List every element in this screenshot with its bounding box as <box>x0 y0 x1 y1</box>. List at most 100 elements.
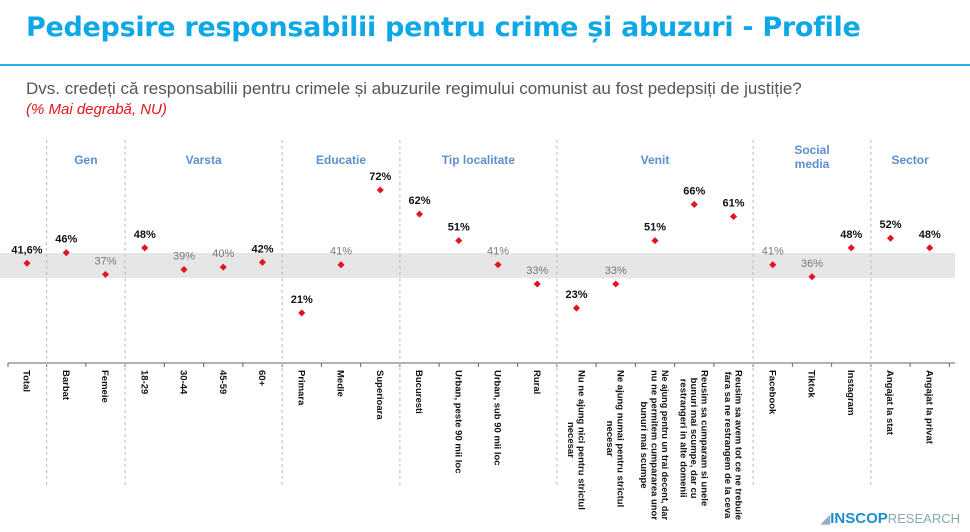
data-point <box>219 263 227 271</box>
data-label: 40% <box>212 248 234 260</box>
category-label: Urban, peste 90 mii loc <box>452 370 463 473</box>
category-label-line: Tiktok <box>806 370 817 399</box>
data-label: 48% <box>134 229 156 241</box>
data-label: 42% <box>251 243 273 255</box>
category-label: Ne ajung pentru un trai decent, darnu ne… <box>638 370 670 520</box>
data-label: 48% <box>840 229 862 241</box>
category-label: Barbat <box>60 370 71 401</box>
data-point <box>298 309 306 317</box>
group-label: Tip localitate <box>442 153 515 167</box>
data-point <box>572 304 581 312</box>
category-label-line: restrangeri in alte domenii <box>677 379 688 498</box>
data-point <box>651 237 659 245</box>
group-label: Educatie <box>316 153 366 167</box>
category-label: Nu ne ajung nici pentru strictulnecesar <box>565 370 587 510</box>
category-label-line: 45-59 <box>217 370 228 394</box>
group-label: Varsta <box>186 153 222 167</box>
category-label: Bucuresti <box>413 370 424 414</box>
category-label-line: 30-44 <box>178 370 189 395</box>
category-label-line: Bucuresti <box>413 370 424 414</box>
category-label-line: Superioara <box>374 370 385 420</box>
category-label-line: 18-29 <box>138 370 149 394</box>
data-label: 33% <box>605 265 627 277</box>
data-label: 72% <box>369 171 391 183</box>
data-label: 36% <box>801 258 823 270</box>
inscop-logo: ◢INSCOPRESEARCH <box>820 510 960 528</box>
category-label-line: Angajat la stat <box>884 370 895 436</box>
data-label: 46% <box>55 234 77 246</box>
data-point <box>258 258 267 266</box>
data-point <box>101 270 110 278</box>
data-point <box>337 261 345 269</box>
data-label: 23% <box>565 289 587 301</box>
category-label: Reusim sa avem tot ce ne trebuiefara sa … <box>722 370 744 520</box>
data-label: 39% <box>173 251 195 263</box>
group-label: Gen <box>74 153 97 167</box>
group-label: Venit <box>641 153 670 167</box>
subtitle: (% Mai degrabă, NU) <box>26 101 167 118</box>
category-label-line: bunuri mai scumpe <box>638 401 649 488</box>
category-label: Angajat la privat <box>923 370 934 445</box>
data-point <box>612 280 620 288</box>
category-label-line: Facebook <box>766 370 777 415</box>
group-label: Social <box>794 143 829 157</box>
category-label-line: Medie <box>335 370 346 397</box>
category-label-line: necesar <box>565 422 576 458</box>
data-point <box>690 200 698 208</box>
category-label: Total <box>21 370 32 392</box>
reference-band <box>0 253 955 278</box>
group-label: media <box>795 157 830 171</box>
data-label: 48% <box>919 229 941 241</box>
data-label: 21% <box>291 294 313 306</box>
category-label: Ne ajung numai pentru strictulnecesar <box>604 370 626 507</box>
data-point <box>533 280 541 288</box>
data-label: 41% <box>762 246 784 258</box>
data-point <box>494 261 502 269</box>
category-label: 45-59 <box>217 370 228 394</box>
data-label: 41,6% <box>11 244 42 256</box>
category-label-line: Primara <box>295 370 306 406</box>
category-label-line: 60+ <box>256 370 267 387</box>
category-label: 18-29 <box>138 370 149 394</box>
category-label: Femeie <box>99 370 110 403</box>
data-label: 41% <box>487 246 509 258</box>
data-label: 51% <box>644 222 666 234</box>
category-label: Facebook <box>766 370 777 415</box>
data-label: 62% <box>408 195 430 207</box>
category-label-line: Reusim sa avem tot ce ne trebuie <box>732 370 743 520</box>
category-label-line: nu ne permitem cumpararea unor <box>649 370 660 520</box>
category-label: Angajat la stat <box>884 370 895 436</box>
data-point <box>376 186 384 194</box>
category-label-line: Total <box>21 370 32 392</box>
data-point <box>886 234 895 242</box>
category-label: Medie <box>335 370 346 397</box>
category-label: Primara <box>295 370 306 406</box>
data-point <box>62 249 70 257</box>
data-point <box>23 259 31 267</box>
title-divider <box>0 64 970 66</box>
category-label-line: Urban, sub 90 mii loc <box>492 370 503 466</box>
data-point <box>415 210 424 218</box>
category-label-line: necesar <box>604 421 615 457</box>
category-label-line: Instagram <box>845 370 856 415</box>
category-label-line: Urban, peste 90 mii loc <box>452 370 463 473</box>
data-point <box>455 237 463 245</box>
category-label-line: Barbat <box>60 370 71 401</box>
category-label-line: Angajat la privat <box>923 370 934 445</box>
data-point <box>729 212 738 221</box>
logo-mark: ◢ <box>820 511 831 526</box>
category-label: Urban, sub 90 mii loc <box>492 370 503 466</box>
category-label-line: Reusim sa cumparam si unele <box>698 370 709 506</box>
category-label-line: fara sa ne restrangem de la ceva <box>722 372 733 520</box>
data-label: 52% <box>879 219 901 231</box>
data-point <box>847 244 855 252</box>
data-point <box>769 261 777 269</box>
data-label: 66% <box>683 185 705 197</box>
category-label-line: Rural <box>531 370 542 394</box>
category-label: 30-44 <box>178 370 189 395</box>
data-label: 33% <box>526 265 548 277</box>
group-label: Sector <box>891 153 929 167</box>
page-title: Pedepsire responsabilii pentru crime și … <box>26 12 861 43</box>
category-label-line: bunuri mai scumpe, dar cu <box>688 378 699 499</box>
data-point <box>808 273 816 281</box>
